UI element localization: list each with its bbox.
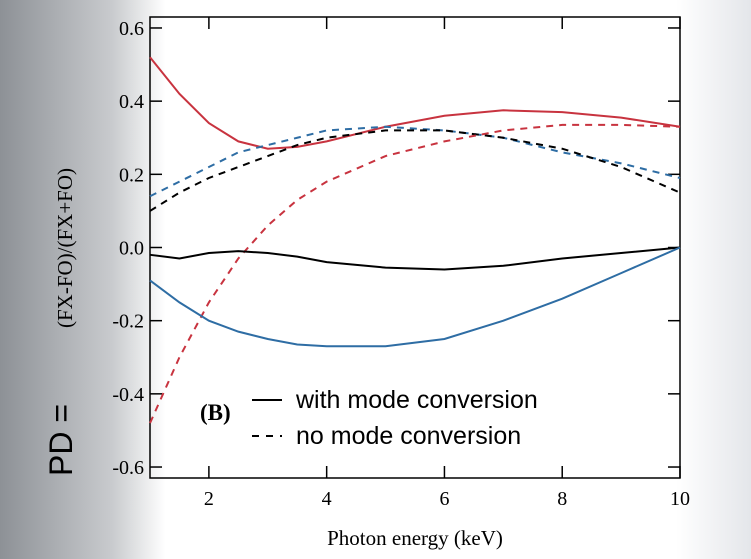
series-line [149,56,681,150]
y-tick-label: 0.4 [119,91,144,113]
annotation: (B) [200,400,231,425]
x-tick-label: 8 [557,488,567,510]
series-line [149,246,681,348]
series-line [149,246,681,271]
y-tick-label: 0.0 [119,238,144,260]
series-line [149,129,681,212]
x-tick-label: 10 [670,488,690,510]
x-tick-label: 2 [204,488,214,510]
y-tick-label: -0.2 [112,311,144,333]
y-prefix: PD = [43,404,79,476]
y-tick-label: -0.4 [112,384,144,406]
series-line [149,125,681,198]
y-tick-label: 0.6 [119,18,144,40]
legend-label: no mode conversion [296,422,521,450]
x-tick-label: 6 [439,488,449,510]
y-axis-label: (FX-FO)/(FX+FO) [53,168,77,328]
legend-label: with mode conversion [295,386,538,414]
y-tick-label: 0.2 [119,164,144,186]
x-axis-label: Photon energy (keV) [327,526,503,550]
series-line [149,123,681,424]
y-tick-label: -0.6 [112,457,144,479]
x-tick-label: 4 [322,488,332,510]
